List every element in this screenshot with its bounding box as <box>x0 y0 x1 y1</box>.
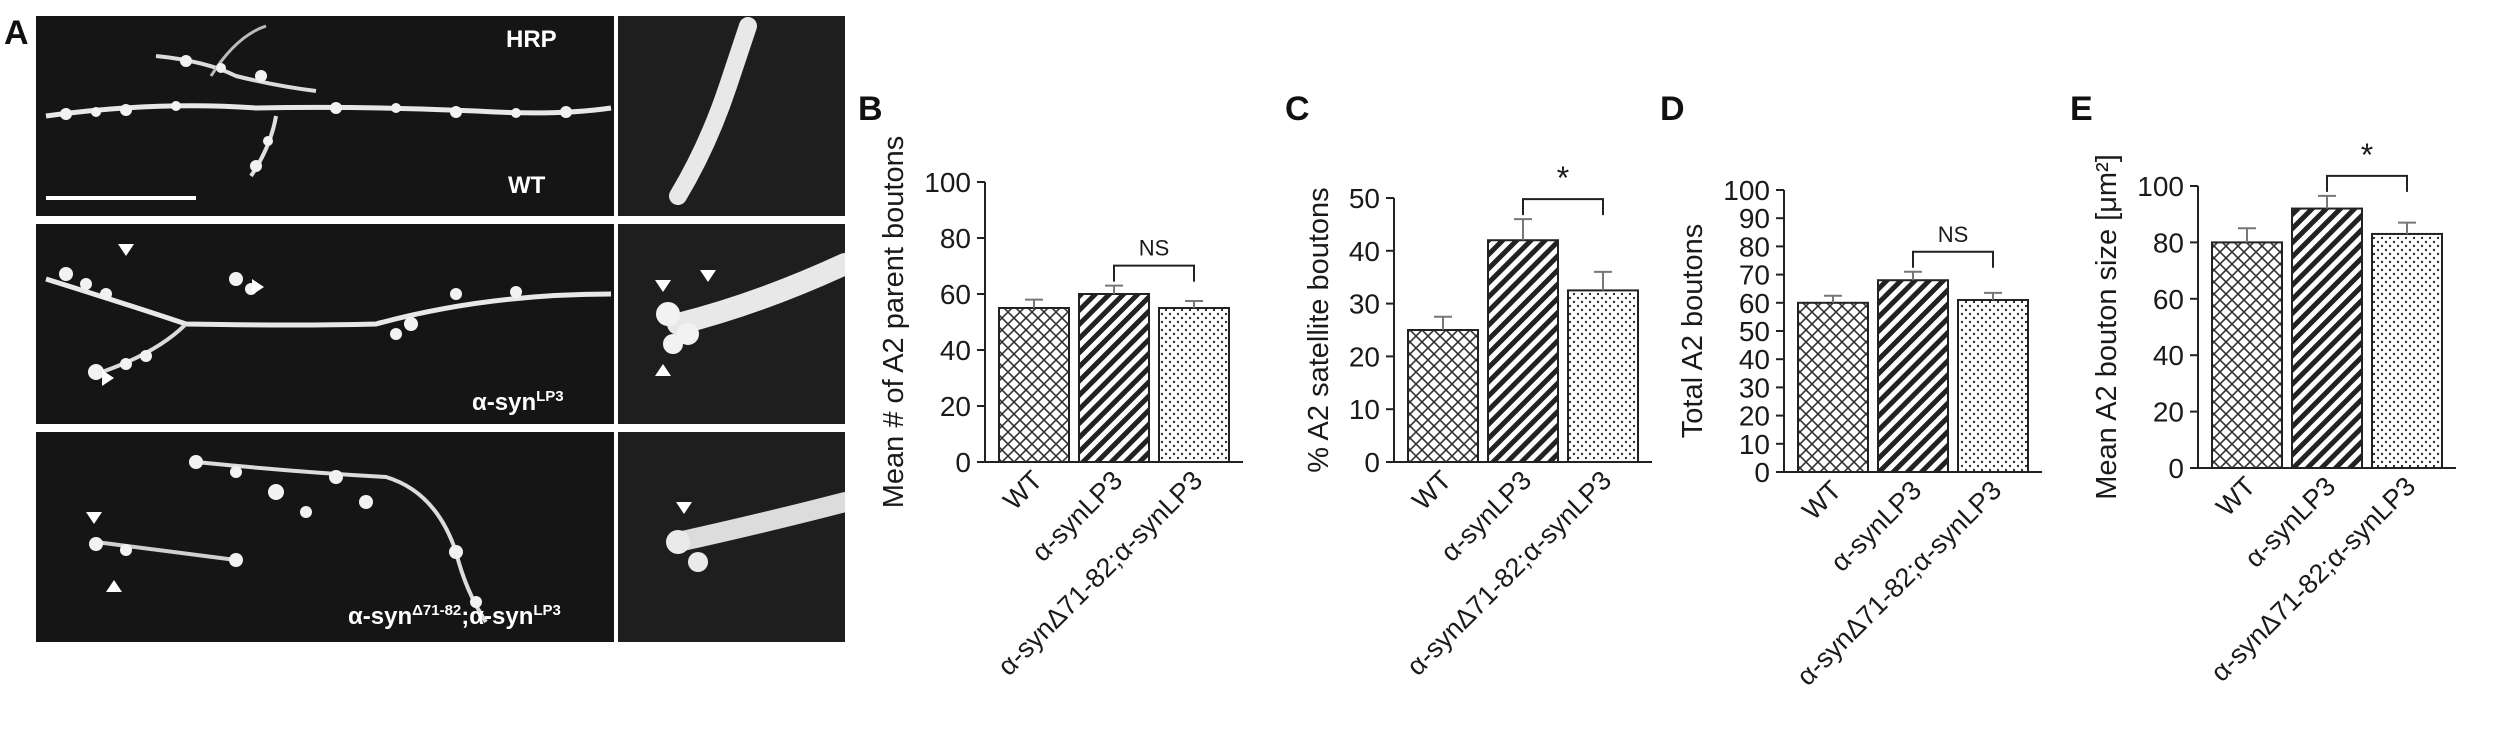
arrow-icon <box>655 364 671 376</box>
category-label: WT <box>997 465 1048 516</box>
y-tick-label: 40 <box>1739 344 1770 375</box>
y-tick-label: 100 <box>2137 171 2184 202</box>
micrograph-lp3-zoom <box>618 224 845 424</box>
arrow-icon <box>86 512 102 524</box>
significance-label: NS <box>1139 236 1170 261</box>
significance-bracket <box>1522 198 1604 216</box>
neuron-zoom-lp3 <box>618 224 845 424</box>
y-tick-label: 0 <box>2168 453 2184 484</box>
y-tick-label: 40 <box>1349 236 1380 267</box>
y-tick-label: 60 <box>2153 284 2184 315</box>
neuron-image-wt <box>36 16 614 216</box>
bar <box>2371 232 2443 469</box>
micrograph-delta-zoom <box>618 432 845 642</box>
y-tick-label: 50 <box>1349 183 1380 214</box>
y-axis-label: % A2 satellite boutons <box>1303 187 1335 472</box>
y-tick-label: 100 <box>924 167 971 198</box>
category-label: WT <box>1406 465 1457 516</box>
y-axis-label: Mean A2 bouton size [μm²] <box>2091 154 2123 500</box>
panel-label-c: C <box>1285 90 1310 128</box>
bar <box>1078 293 1150 463</box>
y-tick-label: 30 <box>1349 289 1380 320</box>
bar <box>2291 207 2363 469</box>
arrow-icon <box>700 270 716 282</box>
y-tick-label: 30 <box>1739 372 1770 403</box>
bar <box>1797 301 1869 473</box>
neuron-image-delta <box>36 432 614 642</box>
y-tick-label: 70 <box>1739 260 1770 291</box>
y-tick-label: 40 <box>2153 340 2184 371</box>
arrow-icon <box>655 280 671 292</box>
y-tick-label: 20 <box>1739 401 1770 432</box>
bar <box>1487 239 1559 463</box>
micrograph-delta-overview: α-synΔ71-82;α-synLP3 <box>36 432 614 642</box>
stain-label: HRP <box>506 26 557 53</box>
y-tick-label: 20 <box>2153 397 2184 428</box>
y-axis-label: Total A2 boutons <box>1677 224 1709 438</box>
genotype-label-wt: WT <box>508 172 546 199</box>
y-tick-label: 80 <box>940 223 971 254</box>
significance-label: NS <box>1938 222 1969 247</box>
panel-label-b: B <box>858 90 883 128</box>
y-tick-label: 0 <box>1754 457 1770 488</box>
arrow-icon <box>106 580 122 592</box>
category-label: WT <box>2210 471 2261 522</box>
arrow-icon <box>676 502 692 514</box>
bar <box>1158 307 1230 463</box>
bar <box>998 307 1070 463</box>
significance-bracket <box>1113 264 1195 282</box>
significance-label: * <box>1557 160 1569 196</box>
micrograph-wt-zoom <box>618 16 845 216</box>
significance-bracket <box>2326 174 2408 192</box>
y-tick-label: 0 <box>955 447 971 478</box>
y-tick-label: 10 <box>1739 429 1770 460</box>
y-tick-label: 40 <box>940 335 971 366</box>
y-tick-label: 100 <box>1723 175 1770 206</box>
chart-panel-b: 0 20 40 60 80 100 Mean # of A2 parent boutons W… <box>878 136 1243 681</box>
micrograph-wt-overview: HRP WT <box>36 16 614 216</box>
genotype-label-delta: α-synΔ71-82;α-synLP3 <box>348 602 561 630</box>
significance-bracket <box>1912 250 1994 268</box>
y-tick-label: 80 <box>1739 231 1770 262</box>
panel-label-a: A <box>4 14 29 52</box>
micrograph-lp3-overview: α-synLP3 <box>36 224 614 424</box>
genotype-label-lp3: α-synLP3 <box>472 388 564 416</box>
neuron-zoom-delta <box>618 432 845 642</box>
arrow-icon <box>102 370 114 386</box>
arrow-icon <box>118 244 134 256</box>
panel-label-e: E <box>2070 90 2093 128</box>
bar <box>1957 298 2029 474</box>
y-tick-label: 60 <box>1739 288 1770 319</box>
y-tick-label: 20 <box>940 391 971 422</box>
arrow-icon <box>252 279 264 295</box>
y-tick-label: 10 <box>1349 394 1380 425</box>
significance-label: * <box>2361 137 2373 173</box>
bar <box>1567 289 1639 463</box>
bar <box>2211 241 2283 469</box>
bar <box>1407 329 1479 463</box>
y-tick-label: 20 <box>1349 341 1380 372</box>
neuron-image-lp3 <box>36 224 614 424</box>
y-axis-label: Mean # of A2 parent boutons <box>878 136 910 508</box>
y-tick-label: 80 <box>2153 227 2184 258</box>
neuron-zoom-wt <box>618 16 845 216</box>
panel-label-d: D <box>1660 90 1685 128</box>
y-tick-label: 50 <box>1739 316 1770 347</box>
bar <box>1877 279 1949 473</box>
y-tick-label: 60 <box>940 279 971 310</box>
category-label: WT <box>1796 475 1847 526</box>
y-tick-label: 0 <box>1364 447 1380 478</box>
y-tick-label: 90 <box>1739 203 1770 234</box>
